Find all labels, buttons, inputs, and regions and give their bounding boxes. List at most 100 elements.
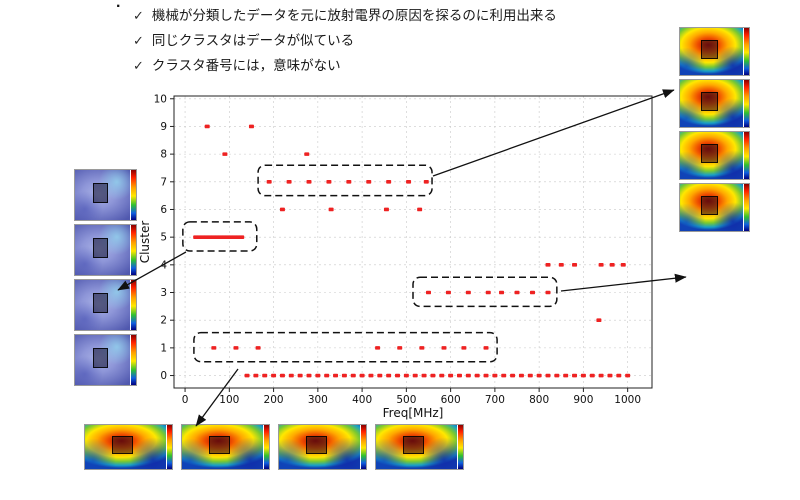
scatter-point bbox=[448, 373, 454, 378]
colorbar bbox=[131, 170, 136, 220]
scatter-point bbox=[483, 373, 489, 378]
scatter-point bbox=[598, 263, 604, 267]
cluster-frequency-scatter-chart: 0 100 200 300 400 500 600 700 800 900 1000 0 1 2 3 4 5 6 7… bbox=[137, 88, 667, 422]
scatter-point bbox=[253, 373, 259, 378]
scatter-point bbox=[341, 373, 347, 378]
y-tick-label: 10 bbox=[154, 93, 167, 105]
check-icon: ✓ bbox=[133, 58, 144, 73]
scatter-point bbox=[501, 373, 507, 378]
y-axis-label: Cluster bbox=[138, 221, 152, 264]
heatmap-thumbnail bbox=[181, 424, 270, 470]
bullet-list: ✓ 機械が分類したデータを元に放射電界の原因を探るのに利用出来る ✓ 同じクラス… bbox=[133, 3, 557, 78]
colorbar bbox=[167, 425, 172, 469]
heatmap-row-bottom bbox=[84, 424, 464, 470]
scatter-point bbox=[499, 290, 505, 295]
scatter-point bbox=[423, 180, 429, 184]
x-tick-label: 1000 bbox=[614, 394, 641, 406]
colorbar bbox=[131, 335, 136, 385]
scatter-point bbox=[262, 373, 268, 378]
colorbar bbox=[131, 225, 136, 275]
scatter-point bbox=[518, 373, 524, 378]
x-axis-label: Freq[MHz] bbox=[383, 406, 444, 420]
heatmap-thumbnail bbox=[74, 279, 137, 331]
scatter-point bbox=[580, 373, 586, 378]
scatter-point bbox=[607, 373, 613, 378]
stray-bullet-dot: . bbox=[116, 0, 121, 11]
heatmap-thumbnail bbox=[679, 27, 750, 76]
x-tick-label: 800 bbox=[529, 394, 549, 406]
scatter-point bbox=[222, 152, 228, 156]
scatter-point bbox=[204, 124, 210, 129]
colorbar bbox=[744, 28, 749, 75]
scatter-points bbox=[193, 124, 631, 378]
scatter-point bbox=[211, 346, 217, 350]
bullet-text: 同じクラスタはデータが似ている bbox=[151, 33, 355, 48]
y-tick-label: 5 bbox=[160, 232, 167, 244]
y-tick-label: 8 bbox=[160, 149, 167, 161]
cluster7-box bbox=[257, 164, 433, 197]
scatter-point bbox=[445, 290, 451, 295]
heatmap-image bbox=[680, 28, 743, 75]
scatter-point bbox=[359, 373, 365, 378]
chip-region bbox=[93, 237, 109, 258]
scatter-point bbox=[326, 180, 332, 184]
heatmap-thumbnail bbox=[375, 424, 464, 470]
scatter-point bbox=[536, 373, 542, 378]
scatter-point bbox=[558, 263, 564, 267]
colorbar bbox=[744, 184, 749, 231]
scatter-point bbox=[271, 373, 277, 378]
heatmap-thumbnail bbox=[679, 79, 750, 128]
scatter-point bbox=[279, 373, 285, 378]
scatter-point bbox=[386, 373, 392, 378]
heatmap-thumbnail bbox=[84, 424, 173, 470]
chip-region bbox=[700, 143, 718, 164]
scatter-point bbox=[366, 180, 372, 184]
chip-region bbox=[305, 436, 328, 455]
scatter-point bbox=[395, 373, 401, 378]
scatter-point bbox=[346, 180, 352, 184]
x-tick-label: 0 bbox=[182, 394, 189, 406]
check-icon: ✓ bbox=[133, 8, 144, 23]
y-tick-label: 9 bbox=[160, 121, 167, 133]
scatter-point bbox=[545, 263, 551, 267]
scatter-point bbox=[598, 373, 604, 378]
check-icon: ✓ bbox=[133, 33, 144, 48]
x-tick-label: 200 bbox=[264, 394, 284, 406]
chip-region bbox=[402, 436, 425, 455]
scatter-point bbox=[421, 373, 427, 378]
bullet-text: 機械が分類したデータを元に放射電界の原因を探るのに利用出来る bbox=[151, 8, 557, 23]
bullet-text: クラスタ番号には，意味がない bbox=[151, 58, 341, 73]
chip-region bbox=[700, 91, 718, 112]
scatter-point bbox=[430, 373, 436, 378]
heatmap-thumbnail bbox=[679, 131, 750, 180]
scatter-point bbox=[554, 373, 560, 378]
scatter-point bbox=[233, 346, 239, 350]
scatter-point bbox=[563, 373, 569, 378]
colorbar bbox=[744, 80, 749, 127]
cluster5-box bbox=[182, 221, 258, 252]
cluster1-box bbox=[193, 331, 498, 363]
chip-region bbox=[208, 436, 231, 455]
heatmap-image bbox=[75, 335, 130, 385]
heatmap-image bbox=[680, 132, 743, 179]
scatter-point bbox=[306, 180, 312, 184]
heatmap-thumbnail bbox=[74, 169, 137, 221]
scatter-point bbox=[530, 290, 535, 295]
chip-region bbox=[111, 436, 134, 455]
scatter-point bbox=[397, 346, 403, 350]
colorbar bbox=[131, 280, 136, 330]
heatmap-image bbox=[680, 80, 743, 127]
plot-frame bbox=[173, 95, 653, 389]
scatter-point bbox=[328, 207, 334, 212]
scatter-point bbox=[572, 263, 578, 267]
heatmap-thumbnail bbox=[74, 224, 137, 276]
scatter-point bbox=[315, 373, 321, 378]
y-tick-label: 7 bbox=[160, 176, 167, 188]
scatter-point bbox=[456, 373, 462, 378]
heatmap-thumbnail bbox=[679, 183, 750, 232]
scatter-point bbox=[255, 346, 261, 350]
x-tick-label: 600 bbox=[441, 394, 461, 406]
gridlines bbox=[174, 96, 652, 388]
colorbar bbox=[744, 132, 749, 179]
